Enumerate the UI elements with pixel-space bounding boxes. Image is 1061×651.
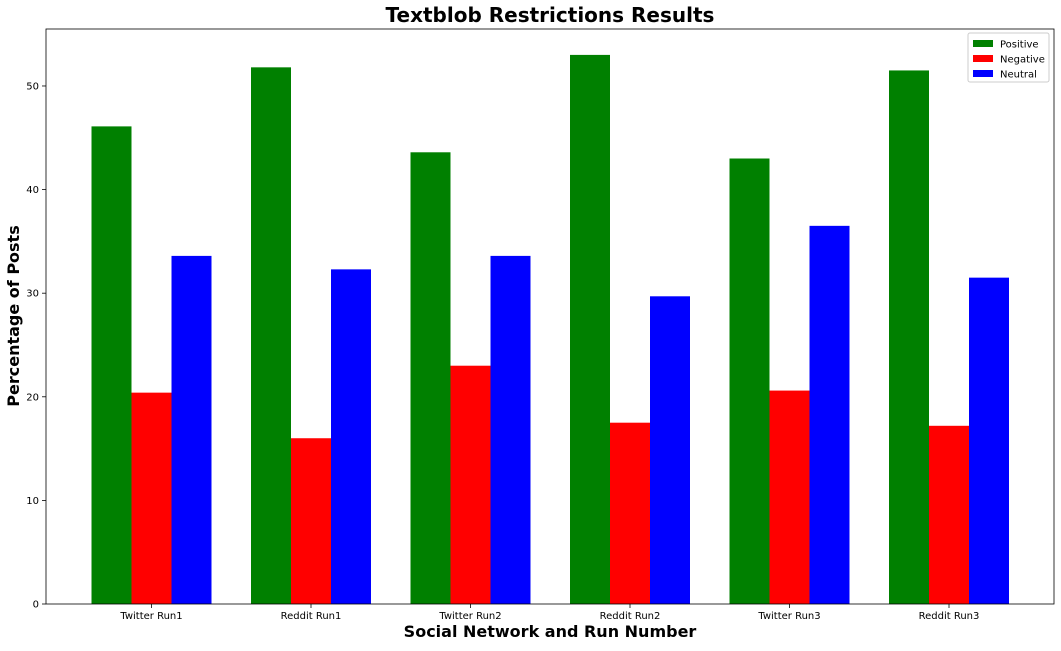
bar-negative-twitter-run1 <box>131 392 172 604</box>
bar-negative-twitter-run3 <box>769 390 810 604</box>
bar-negative-reddit-run1 <box>291 438 331 604</box>
bar-positive-reddit-run1 <box>251 67 291 605</box>
bars-layer <box>91 54 1009 605</box>
x-tick-label: Twitter Run1 <box>119 611 182 622</box>
x-axis-label: Social Network and Run Number <box>404 622 697 641</box>
plot-frame <box>45 28 1055 605</box>
y-tick-label: 0 <box>33 600 39 611</box>
bar-positive-twitter-run2 <box>410 152 451 605</box>
bar-positive-reddit-run2 <box>570 54 610 605</box>
y-tick-label: 40 <box>26 185 39 196</box>
legend-swatch-negative <box>973 55 993 62</box>
y-axis-label: Percentage of Posts <box>4 225 23 406</box>
legend-swatch-positive <box>973 40 993 47</box>
bar-positive-twitter-run3 <box>729 158 770 604</box>
x-tick-label: Twitter Run3 <box>757 611 820 622</box>
bar-neutral-twitter-run2 <box>490 255 531 604</box>
bar-negative-reddit-run3 <box>929 425 969 604</box>
bar-neutral-reddit-run3 <box>969 277 1009 604</box>
bar-neutral-reddit-run2 <box>650 296 690 604</box>
x-tick-label: Reddit Run3 <box>919 611 980 622</box>
bar-negative-reddit-run2 <box>610 422 650 604</box>
bar-neutral-reddit-run1 <box>331 269 371 604</box>
legend-label-negative: Negative <box>1000 55 1045 66</box>
legend: Positive Negative Neutral <box>967 32 1050 83</box>
legend-swatch-neutral <box>973 70 993 77</box>
y-tick-label: 50 <box>26 81 39 92</box>
bar-neutral-twitter-run1 <box>171 255 212 604</box>
x-tick-label: Reddit Run2 <box>600 611 661 622</box>
chart-title: Textblob Restrictions Results <box>386 3 715 27</box>
y-tick-label: 10 <box>26 496 39 507</box>
x-tick-label: Twitter Run2 <box>438 611 501 622</box>
y-tick-label: 30 <box>26 289 39 300</box>
bar-positive-twitter-run1 <box>91 126 132 604</box>
bar-neutral-twitter-run3 <box>809 225 850 604</box>
bar-negative-twitter-run2 <box>450 365 491 604</box>
y-tick-label: 20 <box>26 392 39 403</box>
bar-positive-reddit-run3 <box>889 70 929 604</box>
x-tick-label: Reddit Run1 <box>281 611 342 622</box>
legend-label-positive: Positive <box>1000 40 1039 51</box>
legend-label-neutral: Neutral <box>1000 70 1037 81</box>
axes-layer: 0 10 20 30 40 50 Twitter Run1 Reddit Run1 Twitte… <box>26 28 1055 622</box>
